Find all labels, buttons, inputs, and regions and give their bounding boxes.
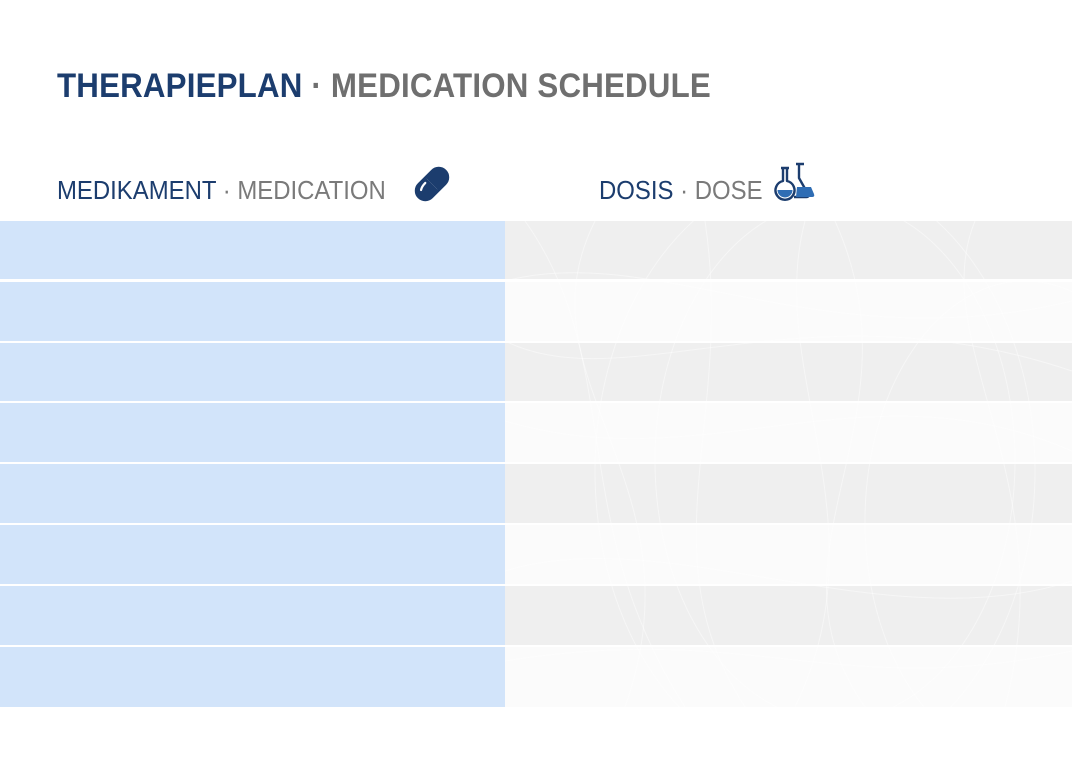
table-row [0, 586, 1072, 645]
dose-header-primary: DOSIS [599, 175, 674, 205]
dose-cell[interactable] [505, 221, 1072, 279]
flask-icon [774, 162, 815, 201]
medication-cell[interactable] [0, 282, 505, 341]
pill-icon [414, 166, 450, 202]
medication-cell[interactable] [0, 464, 505, 523]
table-row [0, 464, 1072, 523]
title-primary: THERAPIEPLAN [57, 67, 303, 105]
medication-header-primary: MEDIKAMENT [57, 175, 217, 205]
dose-cell[interactable] [505, 586, 1072, 645]
table-row [0, 282, 1072, 341]
medication-cell[interactable] [0, 647, 505, 707]
schedule-table [0, 221, 1072, 707]
title-secondary: MEDICATION SCHEDULE [330, 67, 711, 105]
dose-column-header: DOSIS · DOSE [599, 172, 763, 208]
medication-column-header: MEDIKAMENT · MEDICATION [57, 172, 386, 208]
medication-header-separator: · [222, 175, 231, 205]
dose-cell[interactable] [505, 525, 1072, 584]
table-row [0, 525, 1072, 584]
dose-cell[interactable] [505, 403, 1072, 462]
dose-header-separator: · [680, 175, 689, 205]
page-title: THERAPIEPLAN · MEDICATION SCHEDULE [57, 64, 711, 108]
medication-cell[interactable] [0, 221, 505, 279]
table-row [0, 221, 1072, 279]
table-row [0, 343, 1072, 401]
medication-cell[interactable] [0, 525, 505, 584]
title-separator: · [311, 67, 323, 105]
dose-cell[interactable] [505, 464, 1072, 523]
table-row [0, 647, 1072, 707]
medication-cell[interactable] [0, 343, 505, 401]
medication-cell[interactable] [0, 403, 505, 462]
medication-header-secondary: MEDICATION [237, 175, 386, 205]
table-row [0, 403, 1072, 462]
dose-cell[interactable] [505, 282, 1072, 341]
dose-header-secondary: DOSE [694, 175, 763, 205]
dose-cell[interactable] [505, 343, 1072, 401]
medication-cell[interactable] [0, 586, 505, 645]
dose-cell[interactable] [505, 647, 1072, 707]
